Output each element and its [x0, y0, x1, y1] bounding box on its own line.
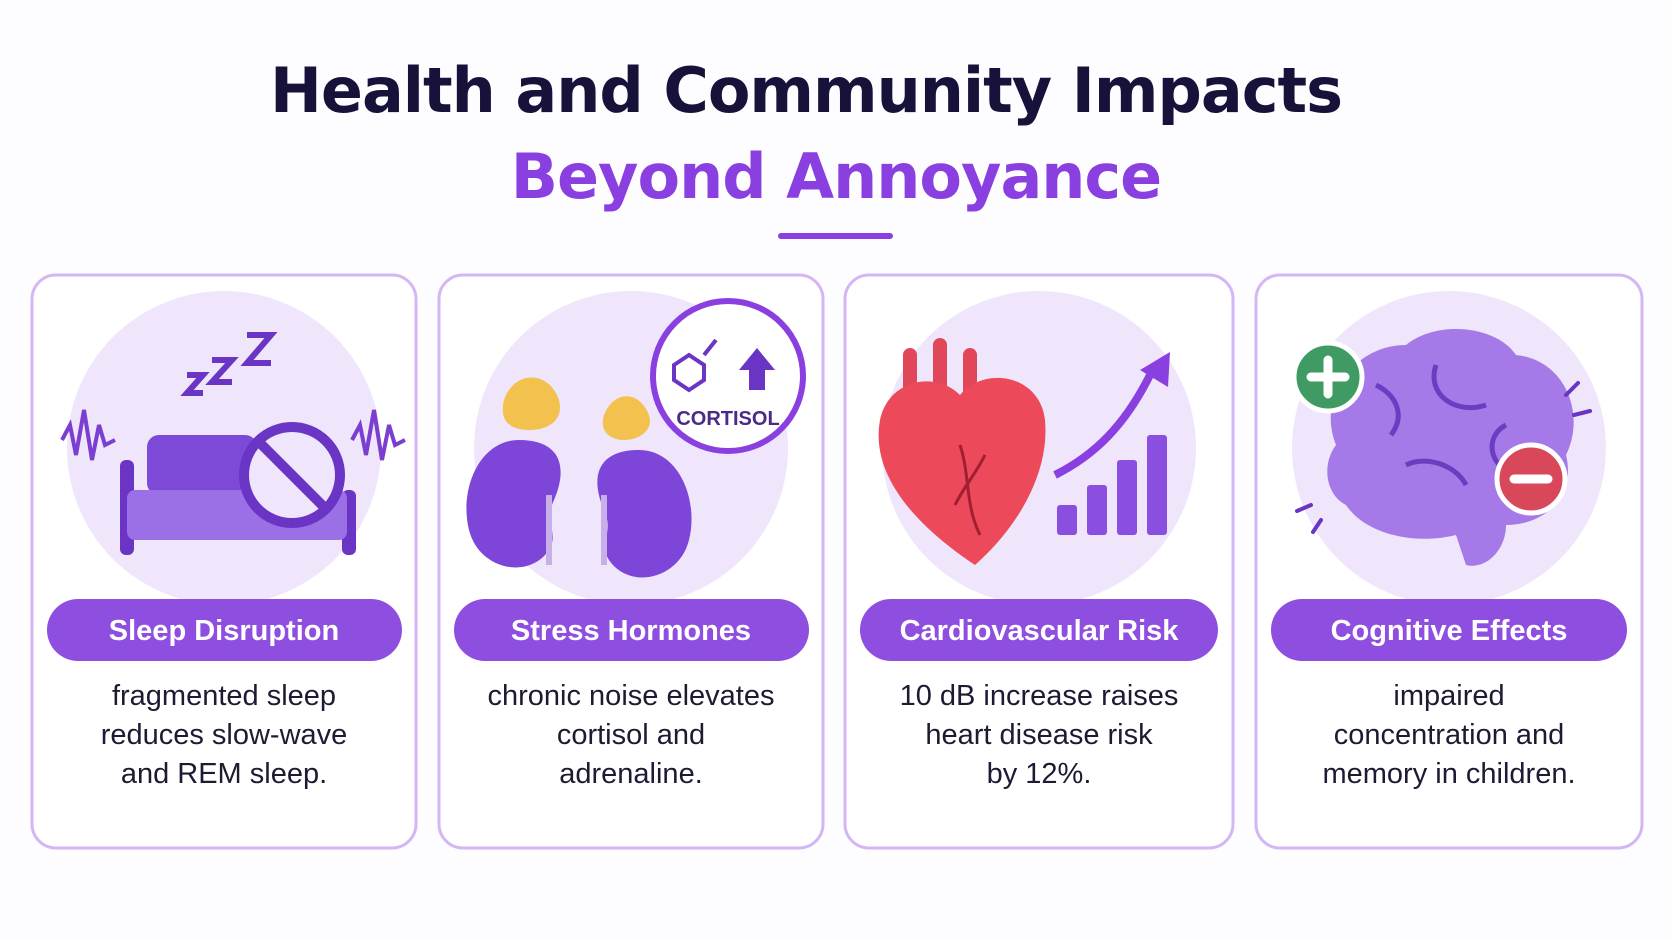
- sleep-icon: [60, 332, 406, 555]
- card: Cardiovascular Risk 10 dB increase raise…: [843, 273, 1235, 850]
- card-title: Cardiovascular Risk: [900, 615, 1180, 647]
- description-line: reduces slow-wave: [101, 719, 348, 751]
- title-line-1: Health and Community Impacts: [270, 54, 1342, 127]
- title-underline: [778, 233, 893, 239]
- heart-icon: [878, 338, 1170, 565]
- description-line: cortisol and: [557, 719, 705, 751]
- card-title: Sleep Disruption: [109, 615, 339, 647]
- description-line: 10 dB increase raises: [900, 680, 1179, 712]
- description-line: by 12%.: [987, 758, 1092, 790]
- title-pill: [47, 599, 402, 661]
- brain-icon: [1291, 328, 1592, 566]
- description-line: memory in children.: [1322, 758, 1575, 790]
- title-pill: [860, 599, 1218, 661]
- description-line: and REM sleep.: [121, 758, 327, 790]
- description-line: chronic noise elevates: [488, 680, 775, 712]
- icon-label: CORTISOL: [676, 408, 779, 430]
- card: Cognitive Effects impaired concentration…: [1254, 273, 1644, 850]
- title-pill: [454, 599, 809, 661]
- description-line: heart disease risk: [925, 719, 1153, 751]
- card-title: Stress Hormones: [511, 615, 751, 647]
- description-line: fragmented sleep: [112, 680, 336, 712]
- card: CORTISOL Stress Hormones chronic noise e…: [437, 273, 825, 850]
- description-line: adrenaline.: [559, 758, 703, 790]
- title-line-2: Beyond Annoyance: [511, 140, 1161, 213]
- card-title: Cognitive Effects: [1331, 615, 1568, 647]
- description-line: concentration and: [1334, 719, 1565, 751]
- description-line: impaired: [1393, 680, 1504, 712]
- title-pill: [1271, 599, 1627, 661]
- card: Sleep Disruption fragmented sleep reduce…: [30, 273, 418, 850]
- kidney-icon: [466, 298, 806, 578]
